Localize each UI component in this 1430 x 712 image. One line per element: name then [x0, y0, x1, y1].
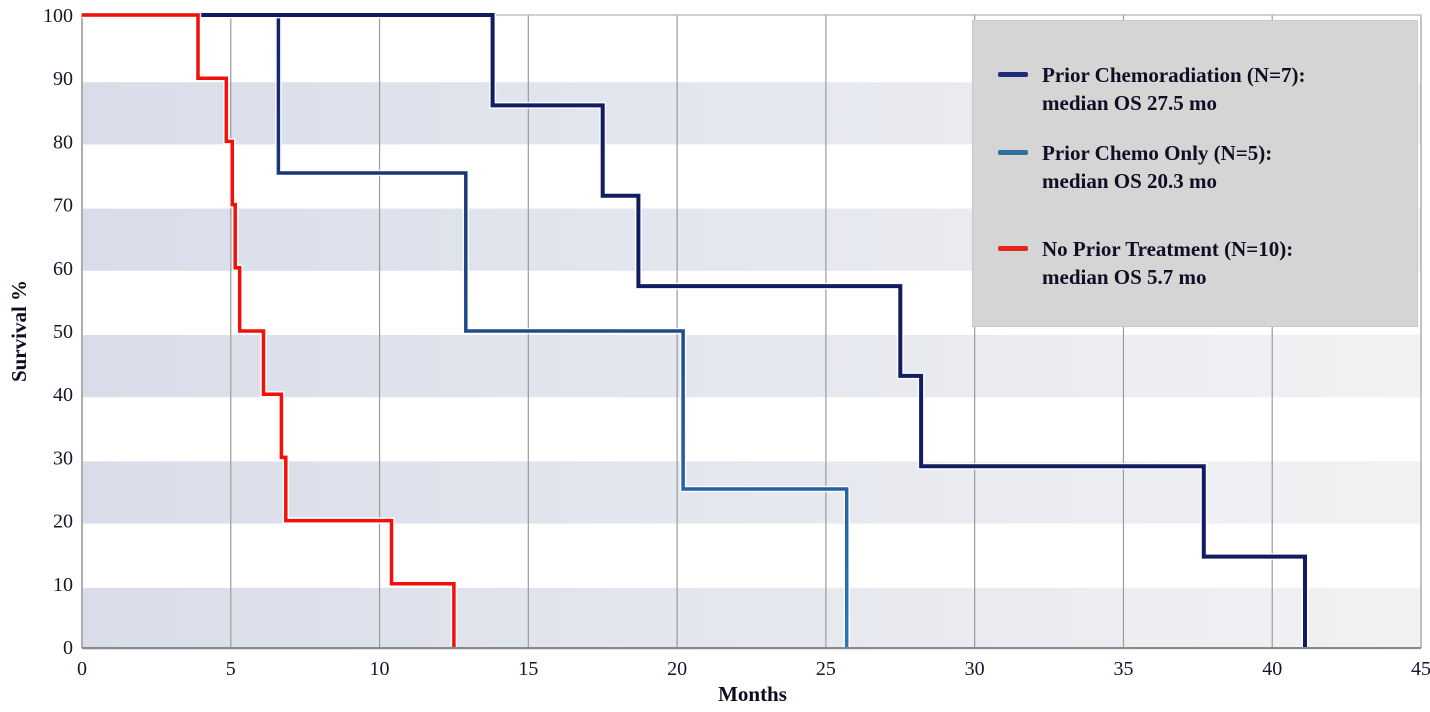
y-tick-label: 20	[53, 511, 73, 533]
survival-curve-prior-chemoradiation	[82, 13, 1307, 647]
y-tick-label: 100	[43, 5, 73, 27]
legend-item-no-prior-treatment: No Prior Treatment (N=10): median OS 5.7…	[998, 235, 1407, 291]
y-tick-label: 90	[53, 68, 73, 90]
y-axis-title: Survival %	[7, 280, 31, 382]
legend: Prior Chemoradiation (N=7): median OS 27…	[972, 20, 1418, 327]
y-tick-label: 0	[63, 637, 73, 659]
legend-item-label: No Prior Treatment (N=10): median OS 5.7…	[1042, 235, 1293, 291]
plot-band	[83, 587, 1421, 650]
x-tick-label: 20	[667, 658, 687, 680]
y-tick-label: 50	[53, 321, 73, 343]
x-tick-label: 5	[226, 658, 236, 680]
legend-label-line2: median OS 5.7 mo	[1042, 265, 1207, 289]
legend-line-swatch-navy	[998, 72, 1028, 77]
legend-item-label: Prior Chemo Only (N=5): median OS 20.3 m…	[1042, 139, 1272, 195]
plot-band	[83, 335, 1421, 398]
y-tick-label: 70	[53, 195, 73, 217]
x-tick-label: 40	[1262, 658, 1282, 680]
survival-curve-no-prior-treatment	[82, 13, 456, 647]
legend-label-line1: Prior Chemo Only (N=5):	[1042, 141, 1273, 165]
x-axis-title: Months	[718, 682, 787, 706]
y-tick-label: 40	[53, 384, 73, 406]
x-tick-label: 45	[1411, 658, 1430, 680]
x-tick-label: 35	[1113, 658, 1133, 680]
legend-item-label: Prior Chemoradiation (N=7): median OS 27…	[1042, 61, 1306, 117]
x-tick-label: 10	[370, 658, 390, 680]
legend-label-line2: median OS 20.3 mo	[1042, 169, 1218, 193]
y-tick-label: 80	[53, 131, 73, 153]
x-tick-label: 15	[518, 658, 538, 680]
y-tick-label: 10	[53, 574, 73, 596]
legend-line-swatch-steel	[998, 150, 1028, 155]
legend-item-prior-chemoradiation: Prior Chemoradiation (N=7): median OS 27…	[998, 61, 1407, 117]
x-tick-label: 30	[965, 658, 985, 680]
tick-labels: 0 10 20 30 40 50 60 70 80 90 100 0 5 10 15 20 25 30 35 40 45	[43, 5, 1430, 680]
legend-label-line1: No Prior Treatment (N=10):	[1042, 237, 1294, 261]
legend-label-line1: Prior Chemoradiation (N=7):	[1042, 63, 1306, 87]
x-tick-label: 0	[77, 658, 87, 680]
y-tick-label: 30	[53, 447, 73, 469]
legend-item-prior-chemo-only: Prior Chemo Only (N=5): median OS 20.3 m…	[998, 139, 1407, 195]
legend-label-line2: median OS 27.5 mo	[1042, 91, 1218, 115]
survival-curve-prior-chemo-only	[82, 13, 849, 647]
y-tick-label: 60	[53, 258, 73, 280]
legend-line-swatch-red	[998, 246, 1028, 251]
x-tick-label: 25	[816, 658, 836, 680]
plot-band	[83, 461, 1421, 524]
